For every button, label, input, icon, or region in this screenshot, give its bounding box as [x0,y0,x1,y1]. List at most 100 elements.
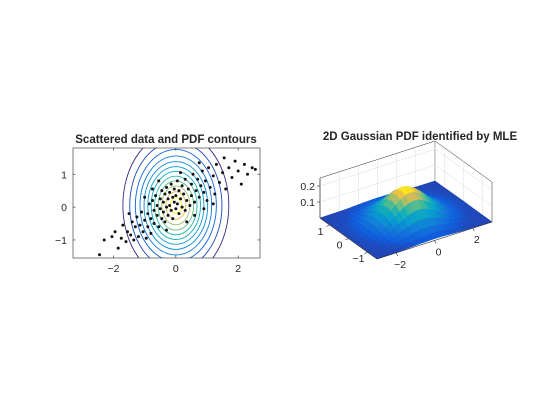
data-point [102,238,106,242]
data-point [143,218,147,222]
data-point [136,235,140,239]
data-points [97,156,257,257]
data-point [168,190,172,194]
data-point [193,200,197,204]
data-point [211,174,215,178]
data-point [161,200,165,204]
data-point [152,222,156,226]
grid-line [319,148,493,191]
data-point [146,225,150,229]
y-tick-label: −1 [353,253,365,265]
data-point [110,235,114,239]
contour-line [147,166,205,245]
data-point [144,236,148,240]
data-point [160,189,164,193]
left-axes-box [72,147,261,259]
y-tick-mark [326,224,330,227]
x-tick-label: 2 [474,234,480,246]
x-tick-label: 0 [173,263,179,275]
data-point [222,156,226,160]
data-point [147,202,151,206]
data-point [165,228,168,232]
right-tick-group: −2 0 2 −1 0 1 0.1 0.2 [300,181,480,271]
data-point [174,207,178,211]
data-point [146,212,150,216]
data-point [132,238,136,242]
data-point [202,207,206,211]
data-point [168,203,172,207]
data-point [129,233,133,237]
data-point [143,195,147,199]
z-tick-label: 0.2 [300,181,315,193]
data-point [172,200,176,204]
data-point [119,236,123,240]
x-tick-mark [472,228,475,232]
data-point [165,185,168,189]
left-chart-title: Scattered data and PDF contours [75,134,256,146]
data-point [180,184,184,188]
data-point [203,179,207,183]
data-point [246,172,250,176]
y-tick-label: 0 [61,202,67,214]
data-point [202,190,206,194]
y-tick-label: −1 [55,235,67,247]
data-point [166,213,170,217]
data-point [177,189,181,193]
z-tick-label: 0.1 [300,197,315,209]
surface-axes: 2D Gaussian PDF identified by MLE −2 0 2 −1… [300,131,517,271]
data-point [233,159,237,163]
data-point [175,202,179,206]
data-point [133,225,137,229]
data-point [116,246,120,250]
data-point [157,179,161,183]
left-tick-group: −2 0 2 −1 0 1 [55,148,260,275]
data-point [189,182,193,186]
3d-box-back [319,140,493,223]
data-point [189,194,193,198]
data-point [214,162,218,166]
x-tick-mark [395,252,398,256]
data-point [135,215,139,219]
data-point [97,253,101,257]
data-point [121,223,125,227]
data-point [221,171,225,175]
data-point [183,177,187,181]
data-point [175,179,179,183]
data-point [113,230,117,234]
data-point [197,195,201,199]
data-point [242,162,246,166]
contour-line [129,148,223,258]
data-point [180,205,184,209]
contour-line [143,161,209,250]
data-point [208,185,212,189]
data-point [191,172,195,176]
data-point [186,187,190,191]
data-point [213,192,217,196]
y-tick-label: 1 [61,169,67,181]
data-point [193,213,197,217]
data-point [239,182,243,186]
x-tick-label: −2 [394,259,406,271]
data-point [149,231,153,235]
y-tick-mark [364,251,368,254]
data-point [227,166,231,170]
x-tick-mark [434,240,437,244]
data-point [155,213,159,217]
scatter-axes: Scattered data and PDF contours −2 0 2 −1 0 1 [55,134,261,275]
data-point [199,184,203,188]
data-point [177,212,181,216]
data-point [160,217,164,221]
contour-line [165,191,187,220]
data-point [150,187,154,191]
data-point [174,194,178,198]
data-point [158,197,162,201]
data-point [179,197,183,201]
data-point [172,187,176,191]
data-point [197,161,201,165]
data-point [211,202,215,206]
data-point [166,197,170,201]
data-point [182,192,186,196]
grid-line [319,164,493,207]
data-point [158,207,162,211]
